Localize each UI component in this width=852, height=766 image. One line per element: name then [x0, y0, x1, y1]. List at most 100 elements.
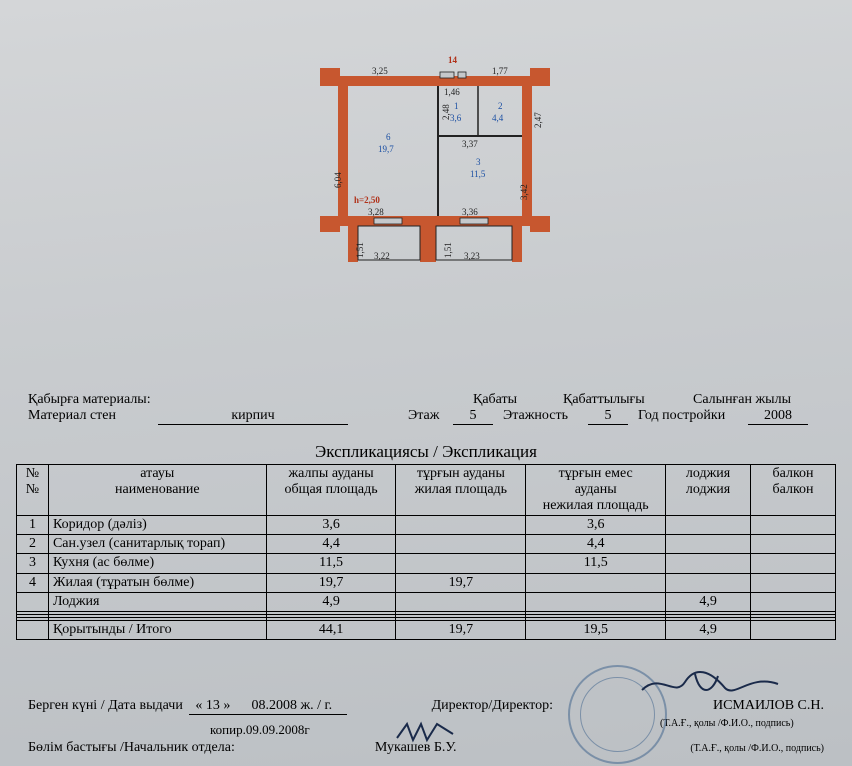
- fp-dim: 3,23: [464, 252, 480, 261]
- cell-name: Қорытынды / Итого: [48, 620, 266, 639]
- cell-nonliving: 11,5: [526, 554, 666, 573]
- floor-plan: 14 3,25 1,46 1,77 1 2 2,47 2,48 3,6 4,4 …: [320, 58, 550, 298]
- fp-room-no: 1: [454, 102, 459, 111]
- cell-living: [396, 554, 526, 573]
- cell-nonliving: 19,5: [526, 620, 666, 639]
- fp-dim: 3,25: [372, 67, 388, 76]
- cell-living: [396, 535, 526, 554]
- fp-dim: 3,37: [462, 140, 478, 149]
- director-signature: [640, 670, 780, 700]
- cell-total: 44,1: [266, 620, 396, 639]
- copy-line: копир.09.09.2008г: [210, 722, 310, 738]
- sig-note-1: (Т.А.Ғ., қолы /Ф.И.О., подпись): [660, 718, 794, 729]
- col-no: №№: [17, 465, 49, 516]
- issued-rest: 08.2008 ж. / г.: [237, 698, 347, 715]
- cell-loggia: [666, 554, 751, 573]
- col-balcony: балконбалкон: [751, 465, 836, 516]
- cell-total: 19,7: [266, 573, 396, 592]
- cell-living: [396, 592, 526, 611]
- table-row: 3Кухня (ас бөлме)11,511,5: [17, 554, 836, 573]
- fp-room-no: 6: [386, 133, 391, 142]
- cell-balcony: [751, 592, 836, 611]
- cell-loggia: 4,9: [666, 592, 751, 611]
- fp-dim: 4,4: [492, 114, 503, 123]
- wall-value: кирпич: [158, 408, 348, 425]
- cell-nonliving: [526, 573, 666, 592]
- table-row: Лоджия4,94,9: [17, 592, 836, 611]
- fp-dim: 6,04: [334, 172, 343, 188]
- cell-nonliving: 3,6: [526, 516, 666, 535]
- cell-name: Жилая (тұратын бөлме): [48, 573, 266, 592]
- cell-total: 4,9: [266, 592, 396, 611]
- col-total: жалпы ауданыобщая площадь: [266, 465, 396, 516]
- cell-no: 2: [17, 535, 49, 554]
- cell-balcony: [751, 516, 836, 535]
- cell-balcony: [751, 620, 836, 639]
- storeys-value: 5: [588, 408, 628, 425]
- floor-label-ru: Этаж: [408, 408, 453, 424]
- cell-nonliving: 4,4: [526, 535, 666, 554]
- cell-no: 3: [17, 554, 49, 573]
- head-label: Бөлім бастығы /Начальник отдела:: [28, 740, 235, 756]
- table-title: Экспликациясы / Экспликация: [0, 442, 852, 462]
- wall-label-ru: Материал стен: [28, 408, 158, 424]
- document-page: 14 3,25 1,46 1,77 1 2 2,47 2,48 3,6 4,4 …: [0, 0, 852, 766]
- cell-no: 1: [17, 516, 49, 535]
- storeys-label-kk: Қабаттылығы: [563, 392, 693, 408]
- fp-dim: 3,36: [462, 208, 478, 217]
- cell-name: Сан.узел (санитарлық торап): [48, 535, 266, 554]
- cell-total: 4,4: [266, 535, 396, 554]
- cell-name: Коридор (дәліз): [48, 516, 266, 535]
- year-label-kk: Салынған жылы: [693, 392, 791, 408]
- cell-name: Лоджия: [48, 592, 266, 611]
- sig-note-2: (Т.А.Ғ., қолы /Ф.И.О., подпись): [690, 743, 824, 754]
- wall-label-kk: Қабырға материалы:: [28, 392, 213, 408]
- cell-living: 19,7: [396, 620, 526, 639]
- footer-line-1: Берген күні / Дата выдачи « 13 » 08.2008…: [28, 698, 824, 715]
- fp-dim: 1,77: [492, 67, 508, 76]
- fp-dim: 1,51: [356, 242, 365, 258]
- col-name: атауынаименование: [48, 465, 266, 516]
- cell-balcony: [751, 554, 836, 573]
- cell-loggia: 4,9: [666, 620, 751, 639]
- fp-dim: 1,51: [444, 242, 453, 258]
- fp-area: 11,5: [470, 170, 485, 179]
- col-loggia: лоджиялоджия: [666, 465, 751, 516]
- fp-unit-number: 14: [448, 56, 457, 65]
- director-label: Директор/Директор:: [432, 698, 553, 714]
- floor-label-kk: Қабаты: [473, 392, 563, 408]
- fp-dim: 3,6: [450, 114, 461, 123]
- cell-no: [17, 620, 49, 639]
- cell-loggia: [666, 573, 751, 592]
- fp-dim: 3,42: [520, 184, 529, 200]
- floor-value: 5: [453, 408, 493, 425]
- issued-label: Берген күні / Дата выдачи: [28, 698, 183, 714]
- cell-balcony: [751, 573, 836, 592]
- fp-dim: 3,22: [374, 252, 390, 261]
- fp-dim: 3,28: [368, 208, 384, 217]
- year-label-ru: Год постройки: [638, 408, 748, 424]
- table-row: 4Жилая (тұратын бөлме)19,719,7: [17, 573, 836, 592]
- cell-living: [396, 516, 526, 535]
- table-header-row: №№ атауынаименование жалпы ауданыобщая п…: [17, 465, 836, 516]
- cell-nonliving: [526, 592, 666, 611]
- fp-room-no: 2: [498, 102, 503, 111]
- cell-loggia: [666, 516, 751, 535]
- head-signature: [395, 720, 455, 744]
- table-row: 1Коридор (дәліз)3,63,6: [17, 516, 836, 535]
- building-info: Қабырға материалы: Қабаты Қабаттылығы Са…: [28, 392, 824, 440]
- col-nonliving: тұрғын емесауданынежилая площадь: [526, 465, 666, 516]
- cell-name: Кухня (ас бөлме): [48, 554, 266, 573]
- fp-area: 19,7: [378, 145, 394, 154]
- fp-dim: 2,47: [534, 112, 543, 128]
- issued-day: « 13 »: [189, 698, 237, 715]
- floor-plan-svg: [320, 58, 550, 298]
- fp-room-no: 3: [476, 158, 481, 167]
- director-name: ИСМАИЛОВ С.Н.: [713, 698, 824, 714]
- col-living: тұрғын ауданыжилая площадь: [396, 465, 526, 516]
- cell-total: 11,5: [266, 554, 396, 573]
- storeys-label-ru: Этажность: [503, 408, 588, 424]
- table-row: 2Сан.узел (санитарлық торап)4,44,4: [17, 535, 836, 554]
- table-total-row: Қорытынды / Итого 44,1 19,7 19,5 4,9: [17, 620, 836, 639]
- year-value: 2008: [748, 408, 808, 425]
